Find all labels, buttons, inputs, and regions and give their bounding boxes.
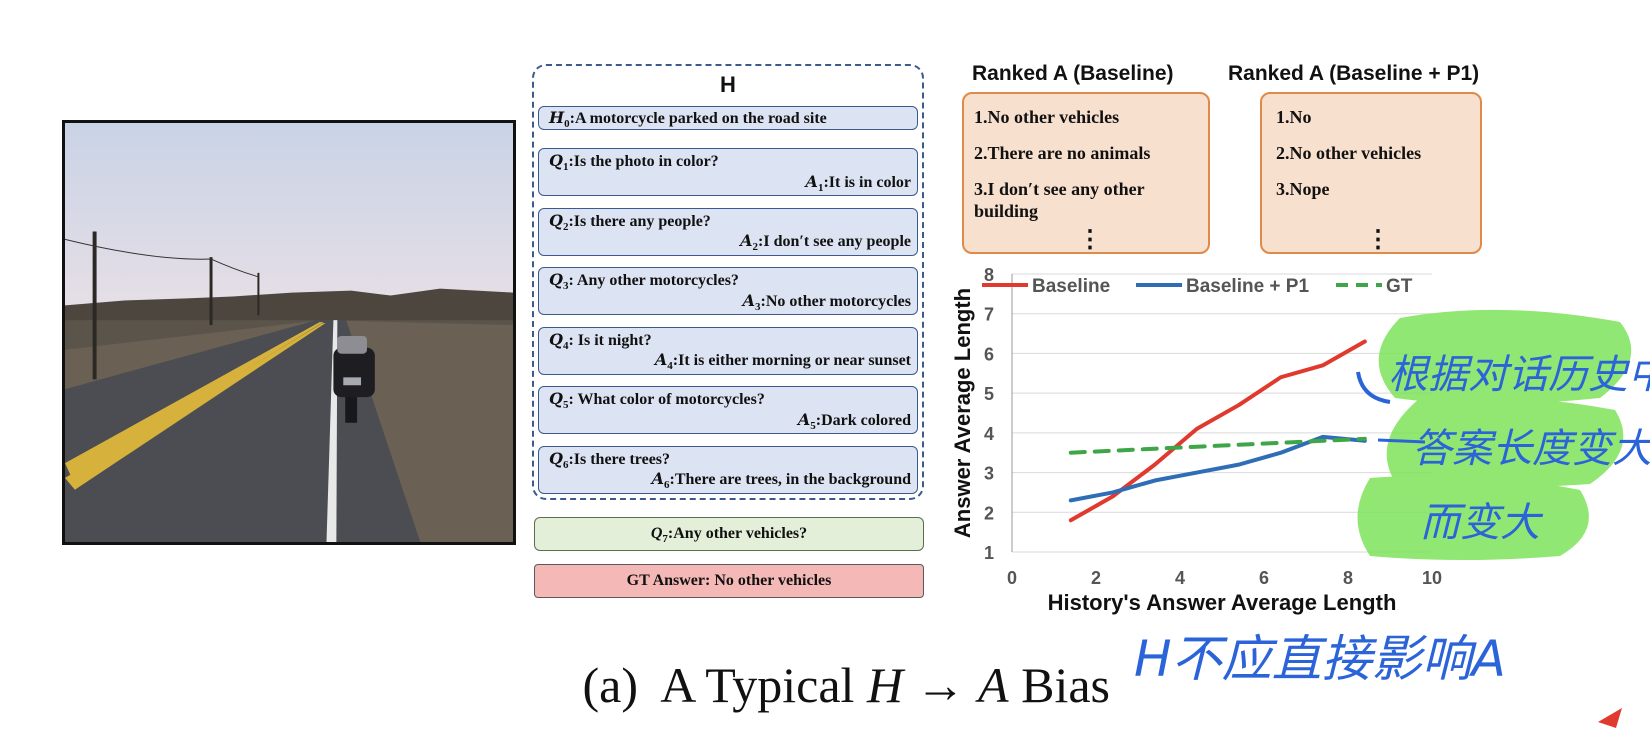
- history-question: Q2:Is there any people?: [549, 210, 711, 233]
- history-answer: A3:No other motorcycles: [742, 290, 911, 313]
- answer-index: 4: [667, 360, 673, 373]
- question-text: : What color of motorcycles?: [568, 391, 765, 408]
- legend-label: Baseline: [1032, 276, 1110, 297]
- answer-text: :It is in color: [823, 173, 911, 191]
- question-index: 2: [562, 220, 569, 233]
- figure-caption: (a) A Typical H → A Bias: [0, 656, 1110, 714]
- ranked-baseline-title: Ranked A (Baseline): [972, 62, 1174, 85]
- series-line-2: [1068, 436, 1367, 455]
- history-question: Q4: Is it night?: [549, 329, 652, 352]
- caption-text-2: Bias: [1021, 657, 1110, 713]
- history-round-box: Q3: Any other motorcycles? A3:No other mo…: [538, 267, 918, 315]
- ranked-p1-item: 2.No other vehicles: [1276, 143, 1422, 163]
- x-tick-label: 8: [1343, 568, 1353, 588]
- legend-label: GT: [1386, 276, 1413, 297]
- caption-a: A: [978, 657, 1009, 713]
- answer-text: :It is either morning or near sunset: [672, 352, 911, 370]
- answer-text: :There are trees, in the background: [669, 471, 911, 489]
- y-tick-label: 1: [984, 543, 994, 563]
- motorcycle-road-photo: [62, 120, 516, 545]
- image-caption-box: H0:A motorcycle parked on the road site: [538, 106, 918, 130]
- current-question-box: Q7:Any other vehicles?: [534, 517, 924, 551]
- caption-text: :A motorcycle parked on the road site: [569, 110, 827, 127]
- history-answer: A6:There are trees, in the background: [651, 469, 911, 492]
- ranked-p1-item: 3.Nope: [1276, 179, 1330, 199]
- y-tick-label: 8: [984, 265, 994, 285]
- history-question: Q5: What color of motorcycles?: [549, 389, 765, 412]
- question-index: 5: [562, 399, 569, 412]
- answer-length-chart: 1 2 3 4 5 6 7 8 0 2 4 6 8 10 History's Answer Average …: [950, 265, 1442, 615]
- answer-index: 3: [755, 301, 761, 313]
- caption-h: H: [866, 657, 904, 713]
- legend-label: Baseline + P1: [1186, 276, 1309, 297]
- question-sub: 7: [662, 533, 668, 546]
- history-question: Q6:Is there trees?: [549, 448, 671, 471]
- history-title: H: [720, 72, 736, 97]
- history-round-box: Q4: Is it night? A4:It is either morning …: [538, 326, 918, 375]
- question-index: 3: [562, 280, 569, 293]
- y-tick-label: 2: [984, 503, 994, 523]
- answer-index: 1: [817, 182, 824, 194]
- ranked-p1-item: 1.No: [1276, 107, 1312, 127]
- history-answer: A1:It is in color: [805, 171, 911, 194]
- history-answer: A5:Dark colored: [797, 409, 911, 432]
- question-text: :Any other vehicles?: [667, 525, 808, 542]
- history-round-box: Q5: What color of motorcycles? A5:Dark co…: [538, 386, 918, 434]
- x-tick-label: 4: [1175, 568, 1185, 588]
- ranked-baseline-item: 2.There are no animals: [974, 143, 1151, 163]
- caption-prefix: (a): [582, 657, 639, 713]
- history-answer: A4:It is either morning or near sunset: [654, 350, 911, 373]
- history-question: Q3: Any other motorcycles?: [549, 270, 739, 293]
- y-axis-label: Answer Average Length: [950, 288, 975, 538]
- ellipsis-icon: ⋮: [1366, 227, 1390, 253]
- answer-text: :I don′t see any people: [758, 233, 911, 251]
- x-tick-label: 2: [1091, 568, 1101, 588]
- question-index: 4: [562, 339, 569, 352]
- answer-index: 6: [664, 479, 670, 492]
- history-answer: A2:I don′t see any people: [740, 231, 911, 254]
- question-text: : Any other motorcycles?: [568, 272, 739, 289]
- y-tick-label: 4: [984, 424, 994, 444]
- caption-tag: H: [549, 108, 565, 127]
- history-question: Q1:Is the photo in color?: [549, 151, 719, 174]
- y-tick-label: 6: [984, 344, 994, 364]
- history-round-box: Q1:Is the photo in color? A1:It is in col…: [538, 148, 918, 196]
- ranked-p1-box: 1.No 2.No other vehicles 3.Nope ⋮: [1260, 92, 1482, 254]
- x-tick-label: 10: [1422, 568, 1442, 588]
- ranked-p1-title: Ranked A (Baseline + P1): [1228, 62, 1480, 85]
- y-tick-label: 3: [984, 464, 994, 484]
- question-text: :Is there any people?: [568, 212, 711, 230]
- ranked-baseline-box: 1.No other vehicles 2.There are no anima…: [962, 92, 1210, 254]
- caption-sub: 0: [564, 118, 570, 131]
- answer-text: :Dark colored: [815, 411, 911, 429]
- x-tick-label: 0: [1007, 568, 1017, 588]
- pen-mark: [1598, 708, 1622, 728]
- dialog-history-panel: H H0:A motorcycle parked on the road sit…: [532, 64, 924, 500]
- x-axis-label: History's Answer Average Length: [1048, 590, 1397, 615]
- caption-text-1: A Typical: [660, 657, 855, 713]
- history-round-box: Q6:Is there trees? A6:There are trees, in…: [538, 445, 918, 494]
- question-text: : Is it night?: [568, 331, 652, 349]
- question-index: 1: [562, 161, 569, 174]
- question-text: :Is the photo in color?: [568, 153, 719, 170]
- caption-arrow: →: [915, 657, 966, 713]
- answer-index: 2: [752, 241, 759, 254]
- y-tick-label: 5: [984, 384, 994, 404]
- question-index: 6: [562, 458, 569, 471]
- gt-answer-box: GT Answer: No other vehicles: [534, 564, 924, 598]
- x-tick-label: 6: [1259, 568, 1269, 588]
- ellipsis-icon: ⋮: [1078, 227, 1102, 253]
- ranked-baseline-item: 3.I don′t see any other building: [974, 179, 1145, 221]
- question-text: :Is there trees?: [568, 450, 671, 468]
- history-round-box: Q2:Is there any people? A2:I don′t see an…: [538, 207, 918, 256]
- y-tick-label: 7: [984, 305, 994, 325]
- handwritten-note-line: H不应直接影响A: [1134, 630, 1506, 688]
- answer-text: :No other motorcycles: [760, 292, 911, 310]
- ranked-baseline-item: 1.No other vehicles: [974, 107, 1120, 127]
- answer-index: 5: [810, 420, 816, 432]
